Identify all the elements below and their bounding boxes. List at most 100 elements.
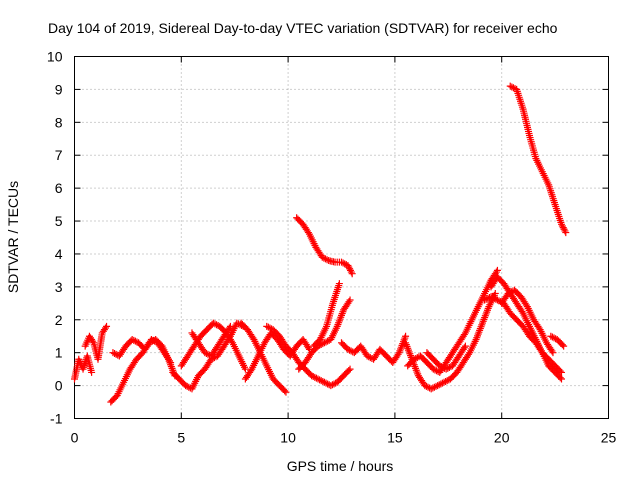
axis-ticks bbox=[74, 56, 609, 419]
data-point bbox=[548, 347, 556, 355]
data-point bbox=[489, 294, 497, 302]
series-arc-12 bbox=[310, 280, 343, 350]
data-point bbox=[330, 380, 338, 388]
series-arc-20 bbox=[498, 286, 557, 357]
data-point bbox=[561, 227, 569, 235]
data-point bbox=[560, 342, 568, 350]
data-point bbox=[440, 378, 448, 386]
data-point bbox=[318, 253, 326, 261]
x-tick-label: 20 bbox=[494, 430, 510, 446]
data-point bbox=[166, 357, 174, 365]
x-tick-label: 5 bbox=[177, 430, 185, 446]
y-tick-label: 6 bbox=[55, 180, 63, 196]
series-arc-1 bbox=[71, 352, 96, 383]
data-point bbox=[548, 333, 556, 341]
data-point bbox=[131, 337, 139, 345]
data-point bbox=[335, 280, 343, 288]
data-point bbox=[111, 350, 119, 358]
data-point bbox=[492, 295, 500, 303]
y-tick-label: 7 bbox=[55, 147, 63, 163]
data-point bbox=[241, 365, 249, 373]
data-point bbox=[323, 256, 331, 264]
y-tick-label: 9 bbox=[55, 81, 63, 97]
data-point bbox=[363, 352, 371, 360]
data-point bbox=[547, 332, 555, 340]
data-point bbox=[506, 289, 514, 297]
data-point bbox=[430, 383, 438, 391]
y-tick-label: 10 bbox=[47, 49, 63, 65]
data-point bbox=[282, 388, 290, 396]
data-point bbox=[432, 382, 440, 390]
data-point bbox=[320, 254, 328, 262]
data-point bbox=[319, 377, 327, 385]
data-point bbox=[317, 377, 325, 385]
data-point bbox=[438, 379, 446, 387]
data-point bbox=[304, 344, 312, 352]
y-axis-label: SDTVAR / TECUs bbox=[5, 181, 21, 293]
data-point bbox=[346, 265, 354, 273]
data-point bbox=[504, 289, 512, 297]
data-point bbox=[167, 359, 175, 367]
data-point bbox=[281, 387, 289, 395]
y-tick-label: 1 bbox=[55, 345, 63, 361]
data-point bbox=[482, 295, 490, 303]
data-point bbox=[424, 383, 432, 391]
data-point bbox=[443, 377, 451, 385]
data-point bbox=[550, 334, 558, 342]
data-point bbox=[249, 334, 257, 342]
data-point bbox=[263, 322, 271, 330]
data-point bbox=[213, 321, 221, 329]
data-point bbox=[89, 337, 97, 345]
data-point bbox=[130, 336, 138, 344]
y-tick-label: -1 bbox=[50, 411, 63, 427]
series-arc-11 bbox=[295, 296, 354, 373]
data-point bbox=[442, 365, 450, 373]
data-point bbox=[88, 368, 96, 376]
data-point bbox=[182, 382, 190, 390]
data-point bbox=[341, 260, 349, 268]
data-point bbox=[460, 331, 468, 339]
data-point bbox=[481, 296, 489, 304]
y-tick-label: 0 bbox=[55, 378, 63, 394]
data-point bbox=[151, 337, 159, 345]
data-point bbox=[348, 270, 356, 278]
series-arc-8 bbox=[237, 319, 290, 396]
data-point bbox=[508, 83, 516, 91]
data-point bbox=[266, 324, 274, 332]
data-point bbox=[319, 340, 327, 348]
data-points bbox=[71, 82, 570, 406]
series-arc-21 bbox=[506, 82, 570, 237]
data-point bbox=[556, 367, 564, 375]
y-tick-label: 4 bbox=[55, 246, 63, 262]
data-point bbox=[264, 323, 272, 331]
data-point bbox=[518, 308, 526, 316]
plot-frame bbox=[74, 56, 609, 419]
data-point bbox=[226, 322, 234, 330]
data-point bbox=[328, 381, 336, 389]
series-arc-2 bbox=[81, 322, 111, 363]
data-point bbox=[320, 378, 328, 386]
data-point bbox=[365, 353, 373, 361]
data-point bbox=[247, 367, 255, 375]
data-point bbox=[484, 294, 492, 302]
x-tick-label: 0 bbox=[71, 430, 79, 446]
data-point bbox=[322, 338, 330, 346]
data-point bbox=[558, 375, 566, 383]
y-tick-label: 3 bbox=[55, 279, 63, 295]
data-point bbox=[347, 268, 355, 276]
data-point bbox=[338, 258, 345, 266]
data-point bbox=[101, 324, 109, 332]
series-arc-14 bbox=[338, 332, 410, 367]
data-point bbox=[490, 294, 498, 302]
data-point bbox=[522, 301, 530, 309]
data-point bbox=[346, 266, 354, 274]
data-point bbox=[461, 342, 469, 350]
data-point bbox=[492, 268, 500, 276]
data-point bbox=[201, 349, 209, 357]
data-point bbox=[309, 373, 317, 381]
data-point bbox=[559, 224, 567, 232]
series-arc-7 bbox=[188, 322, 234, 360]
data-point bbox=[314, 375, 322, 383]
data-point bbox=[549, 349, 557, 357]
data-point bbox=[560, 225, 568, 233]
